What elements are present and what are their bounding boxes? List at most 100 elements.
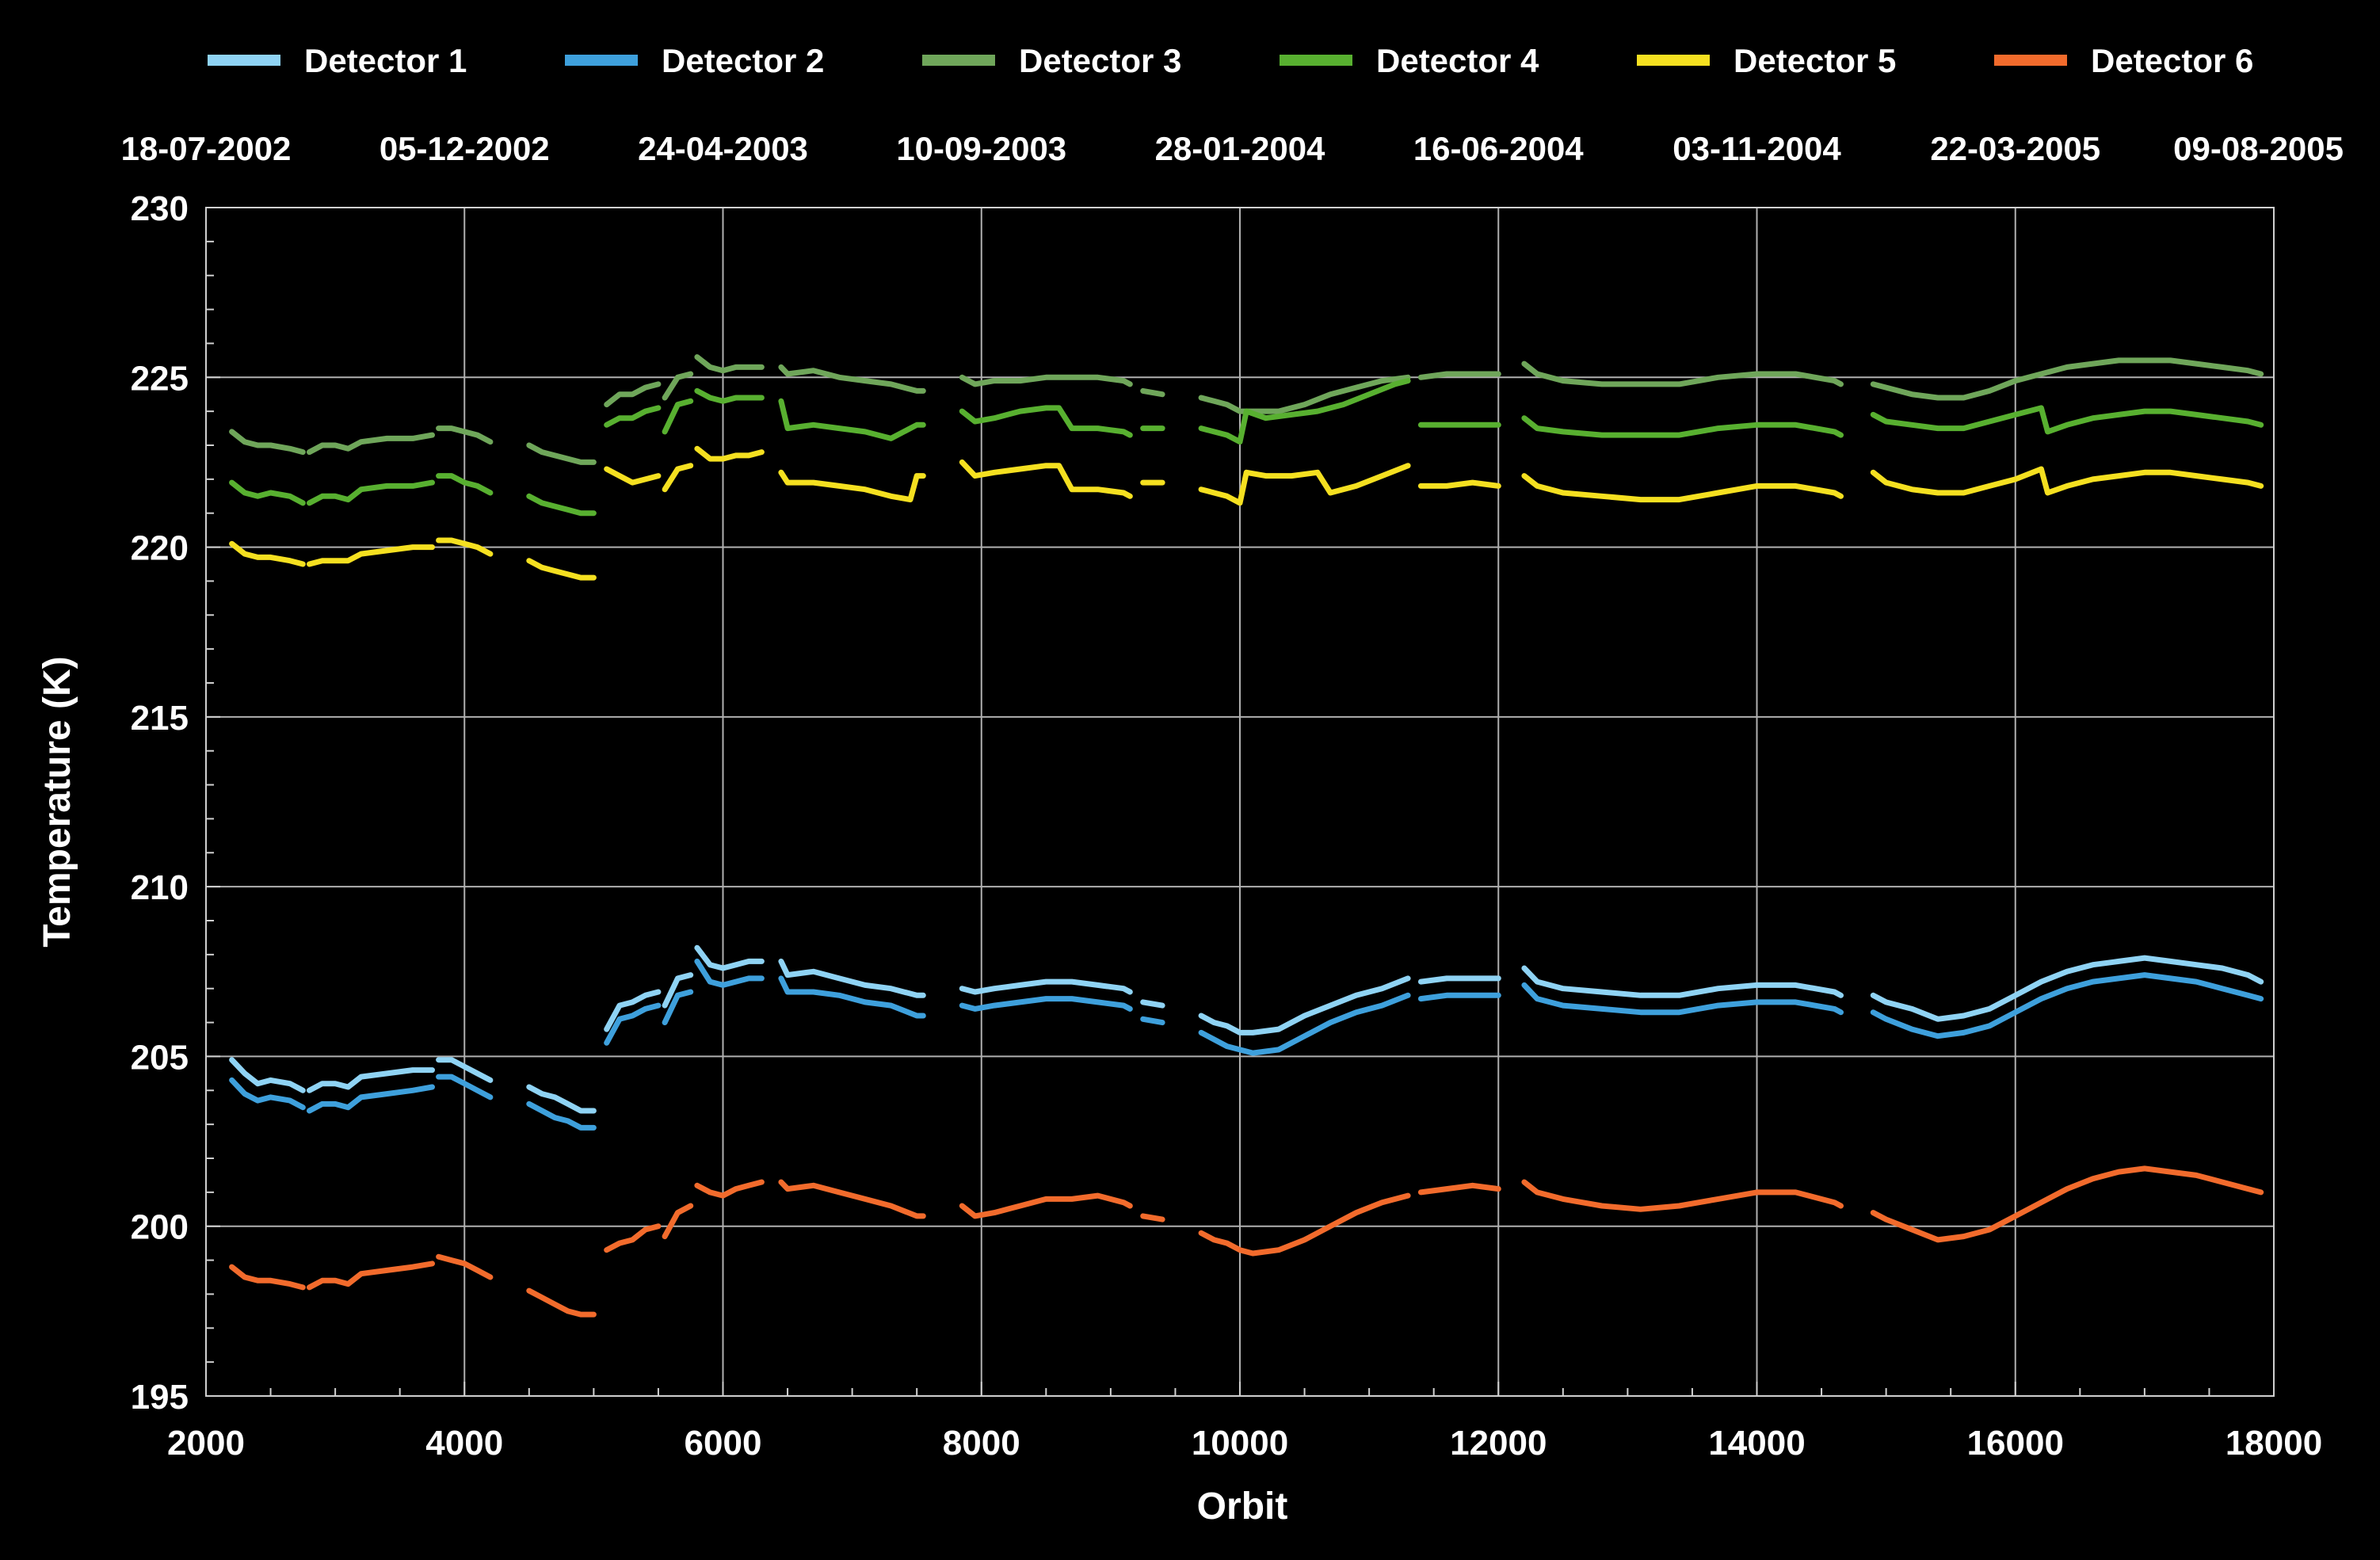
series-line-segment — [229, 479, 306, 506]
series-line-segment — [778, 958, 926, 998]
series-line-segment — [959, 978, 1133, 995]
series-line-segment — [229, 540, 306, 567]
legend-label: Detector 4 — [1376, 42, 1539, 79]
series-line-segment — [436, 425, 494, 445]
series-line-segment — [307, 479, 435, 506]
y-tick-labels: 195 200 205 210 215 220 225 230 — [131, 189, 189, 1417]
series-line-segment — [1140, 1213, 1165, 1222]
x-tick-label: 12000 — [1450, 1424, 1547, 1463]
series-line-segment — [1870, 1165, 2264, 1243]
series-lines — [229, 354, 2264, 1318]
series-line-segment — [229, 1077, 306, 1111]
y-tick-label: 210 — [131, 868, 189, 907]
series-line-segment — [1870, 972, 2264, 1039]
series-line-segment — [1198, 378, 1411, 445]
series-line-segment — [604, 1002, 662, 1046]
series-line-segment — [662, 1203, 694, 1240]
y-tick-label: 195 — [131, 1378, 189, 1417]
series-line-segment — [662, 972, 694, 1009]
series-line-segment — [526, 1100, 597, 1131]
y-axis-title: Temperature (K) — [36, 656, 78, 947]
series-detector-5 — [229, 445, 2264, 581]
series-line-segment — [436, 1057, 494, 1083]
x-tick-label: 10000 — [1192, 1424, 1288, 1463]
series-line-segment — [778, 1179, 926, 1219]
top-date-label: 18-07-2002 — [121, 130, 292, 167]
series-line-segment — [1521, 473, 1844, 503]
series-line-segment — [694, 944, 765, 971]
series-detector-6 — [229, 1165, 2264, 1318]
series-line-segment — [307, 1084, 435, 1114]
x-tick-label: 2000 — [167, 1424, 245, 1463]
top-date-label: 24-04-2003 — [638, 130, 808, 167]
series-line-segment — [1521, 415, 1844, 438]
series-line-segment — [1870, 955, 2264, 1022]
top-date-label: 05-12-2002 — [380, 130, 550, 167]
x-tick-label: 8000 — [943, 1424, 1020, 1463]
series-detector-1 — [229, 944, 2264, 1114]
top-date-labels: 18-07-2002 05-12-2002 24-04-2003 10-09-2003… — [121, 130, 2344, 167]
series-line-segment — [1870, 466, 2264, 496]
x-tick-label: 14000 — [1708, 1424, 1805, 1463]
series-line-segment — [778, 469, 926, 503]
series-line-segment — [694, 958, 765, 988]
legend-label: Detector 5 — [1734, 42, 1896, 79]
top-date-label: 10-09-2003 — [896, 130, 1066, 167]
series-line-segment — [1140, 999, 1165, 1009]
series-line-segment — [1521, 1179, 1844, 1212]
series-line-segment — [526, 493, 597, 517]
series-line-segment — [662, 398, 694, 435]
x-axis-title: Orbit — [1197, 1486, 1288, 1528]
series-line-segment — [959, 405, 1133, 438]
series-line-segment — [662, 371, 694, 401]
series-line-segment — [959, 459, 1133, 499]
series-line-segment — [694, 1179, 765, 1199]
series-line-segment — [662, 989, 694, 1026]
series-line-segment — [307, 1261, 435, 1291]
x-tick-label: 6000 — [685, 1424, 762, 1463]
series-line-segment — [959, 996, 1133, 1012]
y-tick-label: 200 — [131, 1208, 189, 1247]
top-date-label: 22-03-2005 — [1930, 130, 2100, 167]
top-date-label: 09-08-2005 — [2173, 130, 2344, 167]
series-line-segment — [1198, 1192, 1411, 1257]
series-line-segment — [1521, 982, 1844, 1016]
series-line-segment — [436, 1074, 494, 1100]
series-line-segment — [1417, 371, 1501, 380]
series-detector-2 — [229, 958, 2264, 1131]
plot-frame — [205, 207, 2275, 1397]
series-line-segment — [436, 473, 494, 496]
series-line-segment — [959, 374, 1133, 387]
series-line-segment — [694, 445, 765, 462]
top-date-label: 28-01-2004 — [1155, 130, 1325, 167]
series-line-segment — [604, 405, 662, 428]
series-line-segment — [307, 1067, 435, 1093]
series-line-segment — [1870, 405, 2264, 435]
y-tick-label: 225 — [131, 359, 189, 398]
series-line-segment — [662, 463, 694, 493]
series-line-segment — [1521, 965, 1844, 998]
legend-label: Detector 1 — [304, 42, 467, 79]
series-line-segment — [604, 1223, 662, 1253]
series-detector-4 — [229, 378, 2264, 517]
series-line-segment — [526, 558, 597, 581]
series-line-segment — [1140, 387, 1165, 398]
series-line-segment — [1198, 975, 1411, 1036]
series-line-segment — [604, 381, 662, 408]
y-tick-label: 230 — [131, 189, 189, 228]
legend: Detector 1 Detector 2 Detector 3 Detector 4… — [208, 42, 2253, 79]
series-line-segment — [694, 387, 765, 404]
legend-label: Detector 6 — [2091, 42, 2253, 79]
series-line-segment — [526, 442, 597, 465]
series-line-segment — [436, 1253, 494, 1280]
series-line-segment — [1140, 1016, 1165, 1026]
legend-label: Detector 2 — [662, 42, 824, 79]
series-line-segment — [1521, 360, 1844, 387]
series-line-segment — [604, 466, 662, 486]
series-line-segment — [604, 989, 662, 1032]
series-line-segment — [694, 354, 765, 374]
series-line-segment — [1417, 1182, 1501, 1196]
series-line-segment — [1417, 479, 1501, 489]
